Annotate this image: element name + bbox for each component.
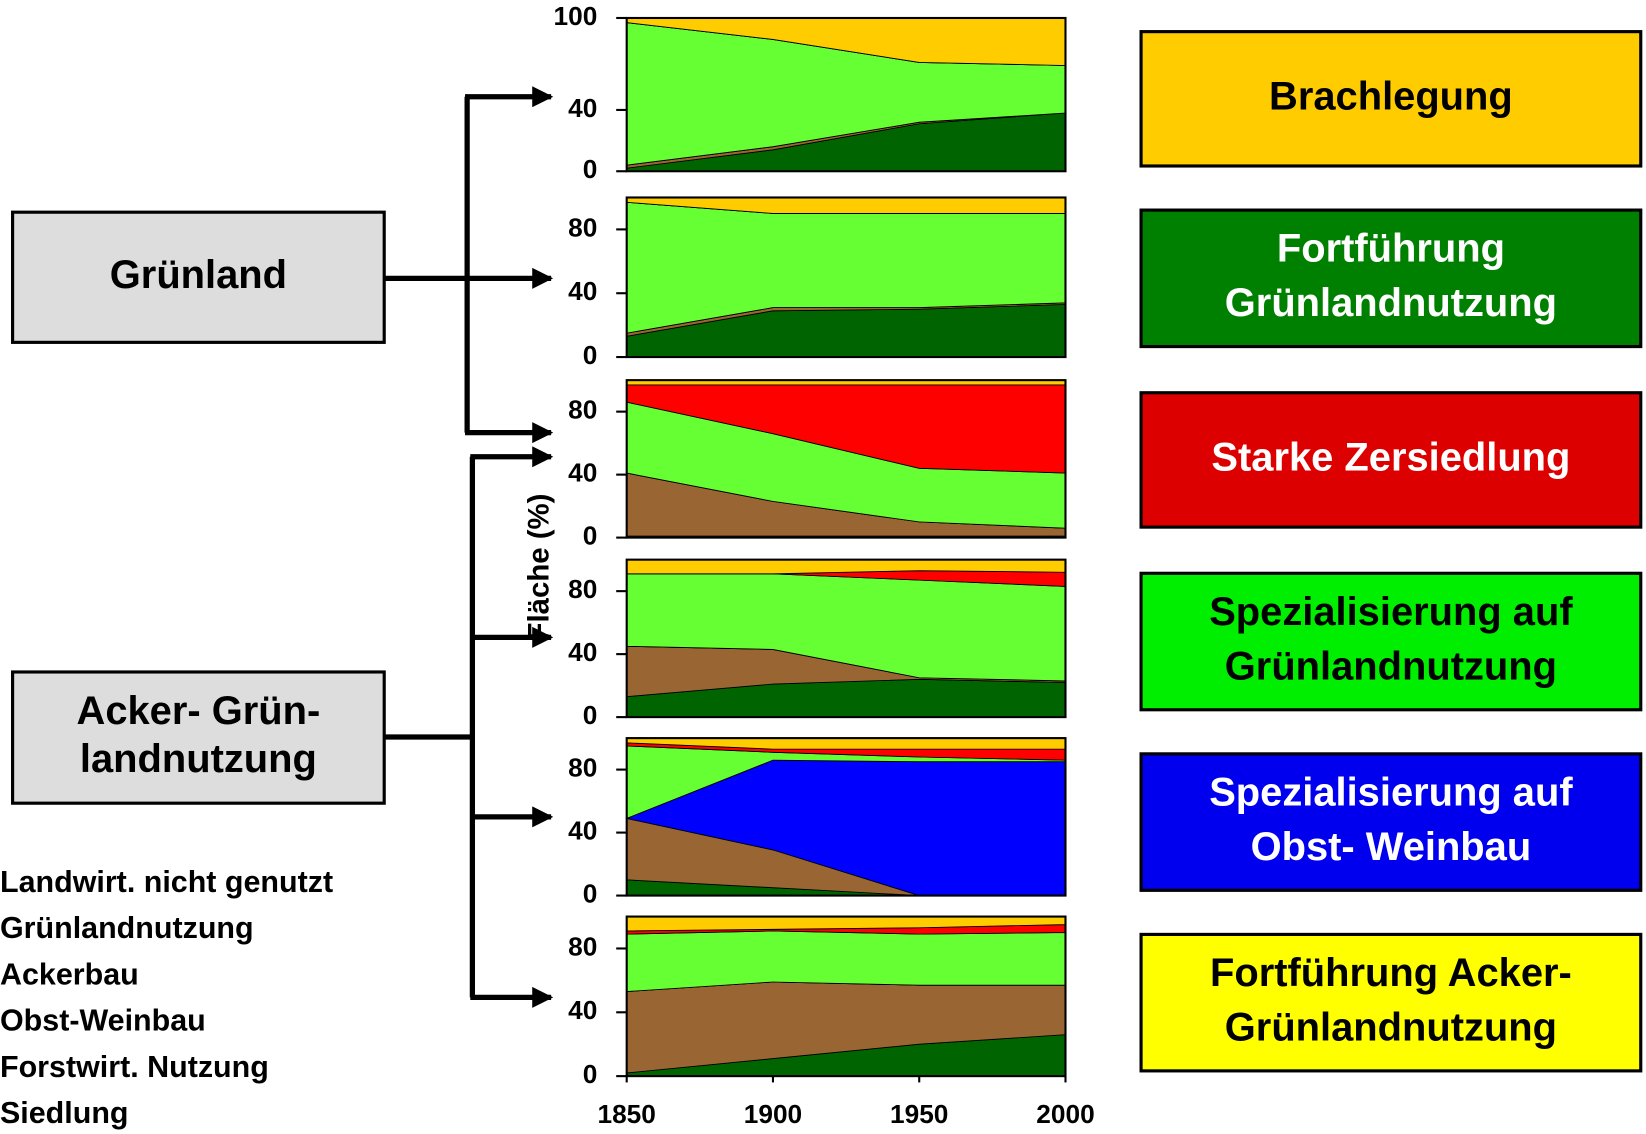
x-tick-label: 2000 xyxy=(1036,1099,1094,1129)
area-chart: 0 40 80 1850 1900 1950 2000 xyxy=(568,915,1095,1129)
scenario-label: Grünlandnutzung xyxy=(1225,281,1557,325)
plot-frame xyxy=(625,915,1067,1078)
x-tick-label: 1850 xyxy=(598,1099,656,1129)
scenario-box xyxy=(1139,391,1643,529)
legend-label: Siedlung xyxy=(0,1096,129,1130)
plot-frame xyxy=(625,16,1067,173)
legend-label: Ackerbau xyxy=(0,957,139,991)
scenario-label: Spezialisierung auf xyxy=(1209,590,1573,634)
y-tick-label: 80 xyxy=(568,212,597,242)
scenario-label: Obst- Weinbau xyxy=(1251,825,1532,869)
y-tick-label: 40 xyxy=(568,816,597,846)
legend-label: Landwirt. nicht genutzt xyxy=(0,865,333,899)
area-chart: 0 40 80 xyxy=(568,196,1067,370)
legend-label: Forstwirt. Nutzung xyxy=(0,1050,269,1084)
y-tick-label: 0 xyxy=(583,879,598,909)
plot-frame xyxy=(625,737,1067,897)
area-chart: 0 40 80 xyxy=(568,379,1067,551)
y-tick-label: 0 xyxy=(583,700,598,730)
area-chart: 0 40 100 xyxy=(554,1,1067,184)
plot-frame xyxy=(625,558,1067,719)
scenario-label: Spezialisierung auf xyxy=(1209,770,1573,814)
plot-frame xyxy=(625,379,1067,539)
y-tick-label: 0 xyxy=(583,340,598,370)
y-tick-label: 40 xyxy=(568,995,597,1025)
legend-label: Grünlandnutzung xyxy=(0,911,254,945)
y-tick-label: 80 xyxy=(568,753,597,783)
y-tick-label: 40 xyxy=(568,458,597,488)
y-tick-label: 0 xyxy=(583,154,598,184)
scenario-box xyxy=(1139,571,1643,712)
y-tick-label: 0 xyxy=(583,521,598,551)
scenario-box xyxy=(1139,208,1643,349)
scenario-label: Grünlandnutzung xyxy=(1225,644,1557,688)
connectors xyxy=(384,86,554,1008)
source-label: landnutzung xyxy=(80,737,317,781)
plot-frame xyxy=(625,196,1067,359)
source-box xyxy=(11,210,386,344)
x-tick-label: 1950 xyxy=(890,1099,948,1129)
source-label: Grünland xyxy=(110,253,287,297)
y-tick-label: 80 xyxy=(568,931,597,961)
y-axis-label: Fläche (%) xyxy=(522,494,555,641)
scenario-box xyxy=(1139,30,1643,168)
y-tick-label: 0 xyxy=(583,1059,598,1089)
legend-label: Obst-Weinbau xyxy=(0,1004,206,1038)
area-chart: 0 40 80 xyxy=(568,558,1067,730)
source-label: Acker- Grün- xyxy=(77,689,321,733)
scenario-label: Fortführung Acker- xyxy=(1210,951,1572,995)
scenario-label: Starke Zersiedlung xyxy=(1211,435,1570,479)
y-tick-label: 80 xyxy=(568,395,597,425)
y-tick-label: 40 xyxy=(568,93,597,123)
scenario-label: Grünlandnutzung xyxy=(1225,1005,1557,1049)
source-box xyxy=(11,670,386,805)
y-tick-label: 40 xyxy=(568,637,597,667)
scenario-box xyxy=(1139,752,1643,892)
y-tick-label: 40 xyxy=(568,276,597,306)
scenario-label: Fortführung xyxy=(1277,227,1505,271)
x-tick-label: 1900 xyxy=(744,1099,802,1129)
area xyxy=(626,559,1066,575)
scenario-label: Brachlegung xyxy=(1269,74,1513,118)
y-tick-label: 80 xyxy=(568,574,597,604)
scenario-box xyxy=(1139,932,1643,1073)
area xyxy=(626,930,1066,993)
area-chart: 0 40 80 xyxy=(568,737,1067,909)
y-tick-label: 100 xyxy=(554,1,598,31)
